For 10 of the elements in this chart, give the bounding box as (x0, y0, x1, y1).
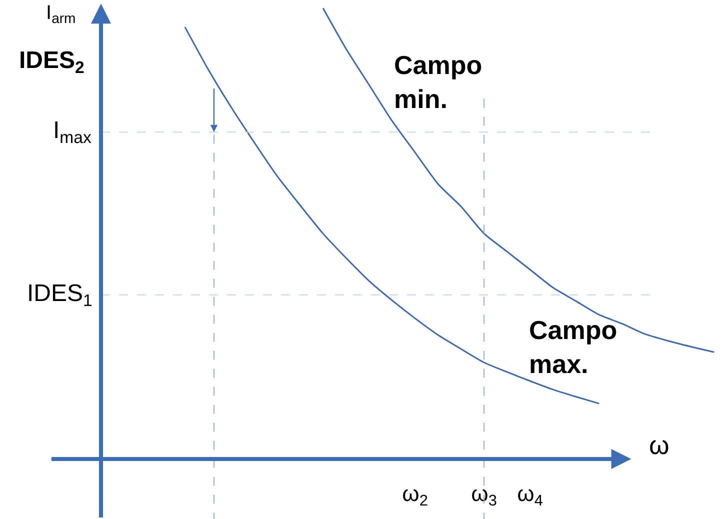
ref-line-label: I$_{max}$ (53, 117, 92, 148)
ref-line-label: IDES$_{1}$ (27, 280, 92, 310)
x-tick-label: ω$_{2}$ (402, 481, 428, 510)
x-axis-title: ω (649, 430, 670, 460)
text: IDES$_{2}$ (19, 47, 84, 78)
x-tick-label: ω$_{4}$ (517, 481, 544, 510)
y-axis-title: I$_{arm}$ (46, 2, 76, 26)
series-label: Campo min. (394, 50, 482, 114)
series-label: Campo max. (529, 315, 618, 379)
x-tick-label: ω$_{3}$ (471, 481, 497, 510)
